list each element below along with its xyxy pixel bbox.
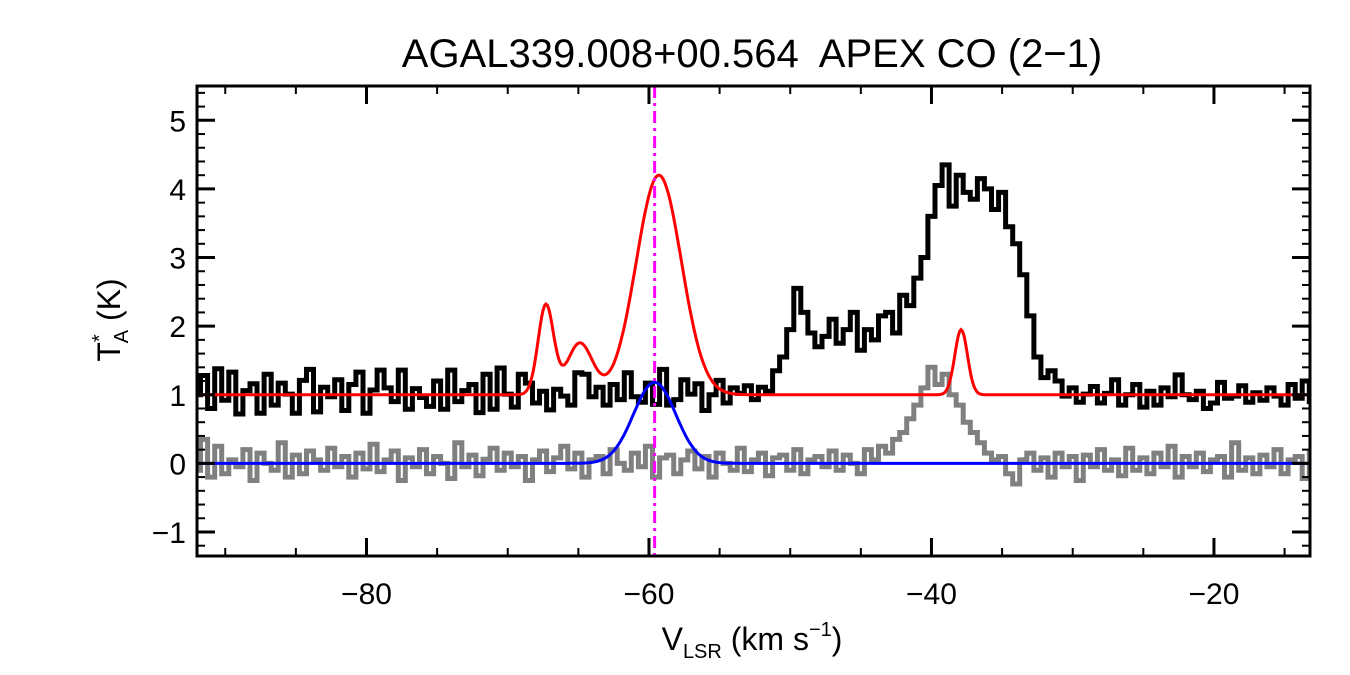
x-tick-label: −40: [906, 578, 957, 611]
x-tick-label: −20: [1189, 578, 1240, 611]
y-label-sub: A: [111, 329, 133, 343]
y-tick-label: −1: [152, 517, 186, 550]
y-tick-label: 4: [169, 174, 186, 207]
x-tick-label: −60: [624, 578, 675, 611]
y-tick-label: 2: [169, 311, 186, 344]
plot-frame: [195, 84, 1312, 558]
plot-area: [195, 84, 1312, 558]
x-label-main: V: [662, 621, 684, 657]
y-tick-label: 0: [169, 448, 186, 481]
y-label-main: T: [91, 342, 127, 362]
x-label-rest: (km s: [722, 621, 809, 657]
x-label-close: ): [832, 621, 843, 657]
y-tick-label: 1: [169, 380, 186, 413]
observed-spectrum-line: [197, 162, 1310, 417]
x-tick-label: −80: [341, 578, 392, 611]
chart-title: AGAL339.008+00.564 APEX CO (2−1): [402, 32, 1102, 76]
y-axis-label: T*A (K): [89, 278, 133, 361]
y-tick-label: 5: [169, 105, 186, 138]
x-label-sub: LSR: [683, 641, 722, 663]
x-axis-label: VLSR (km s−1): [662, 619, 843, 663]
residual-spectrum-line: [197, 364, 1310, 487]
y-label-rest: (K): [91, 278, 127, 330]
y-tick-label: 3: [169, 243, 186, 276]
y-label-sup: *: [89, 334, 111, 342]
gaussian-total-fit-line: [197, 173, 1310, 397]
gaussian-component-fit-line: [197, 380, 1310, 465]
axis-ticks: −80 −60 −40 −20 −1 0 1 2 3 4 5: [152, 86, 1310, 611]
x-label-sup: −1: [809, 619, 832, 641]
